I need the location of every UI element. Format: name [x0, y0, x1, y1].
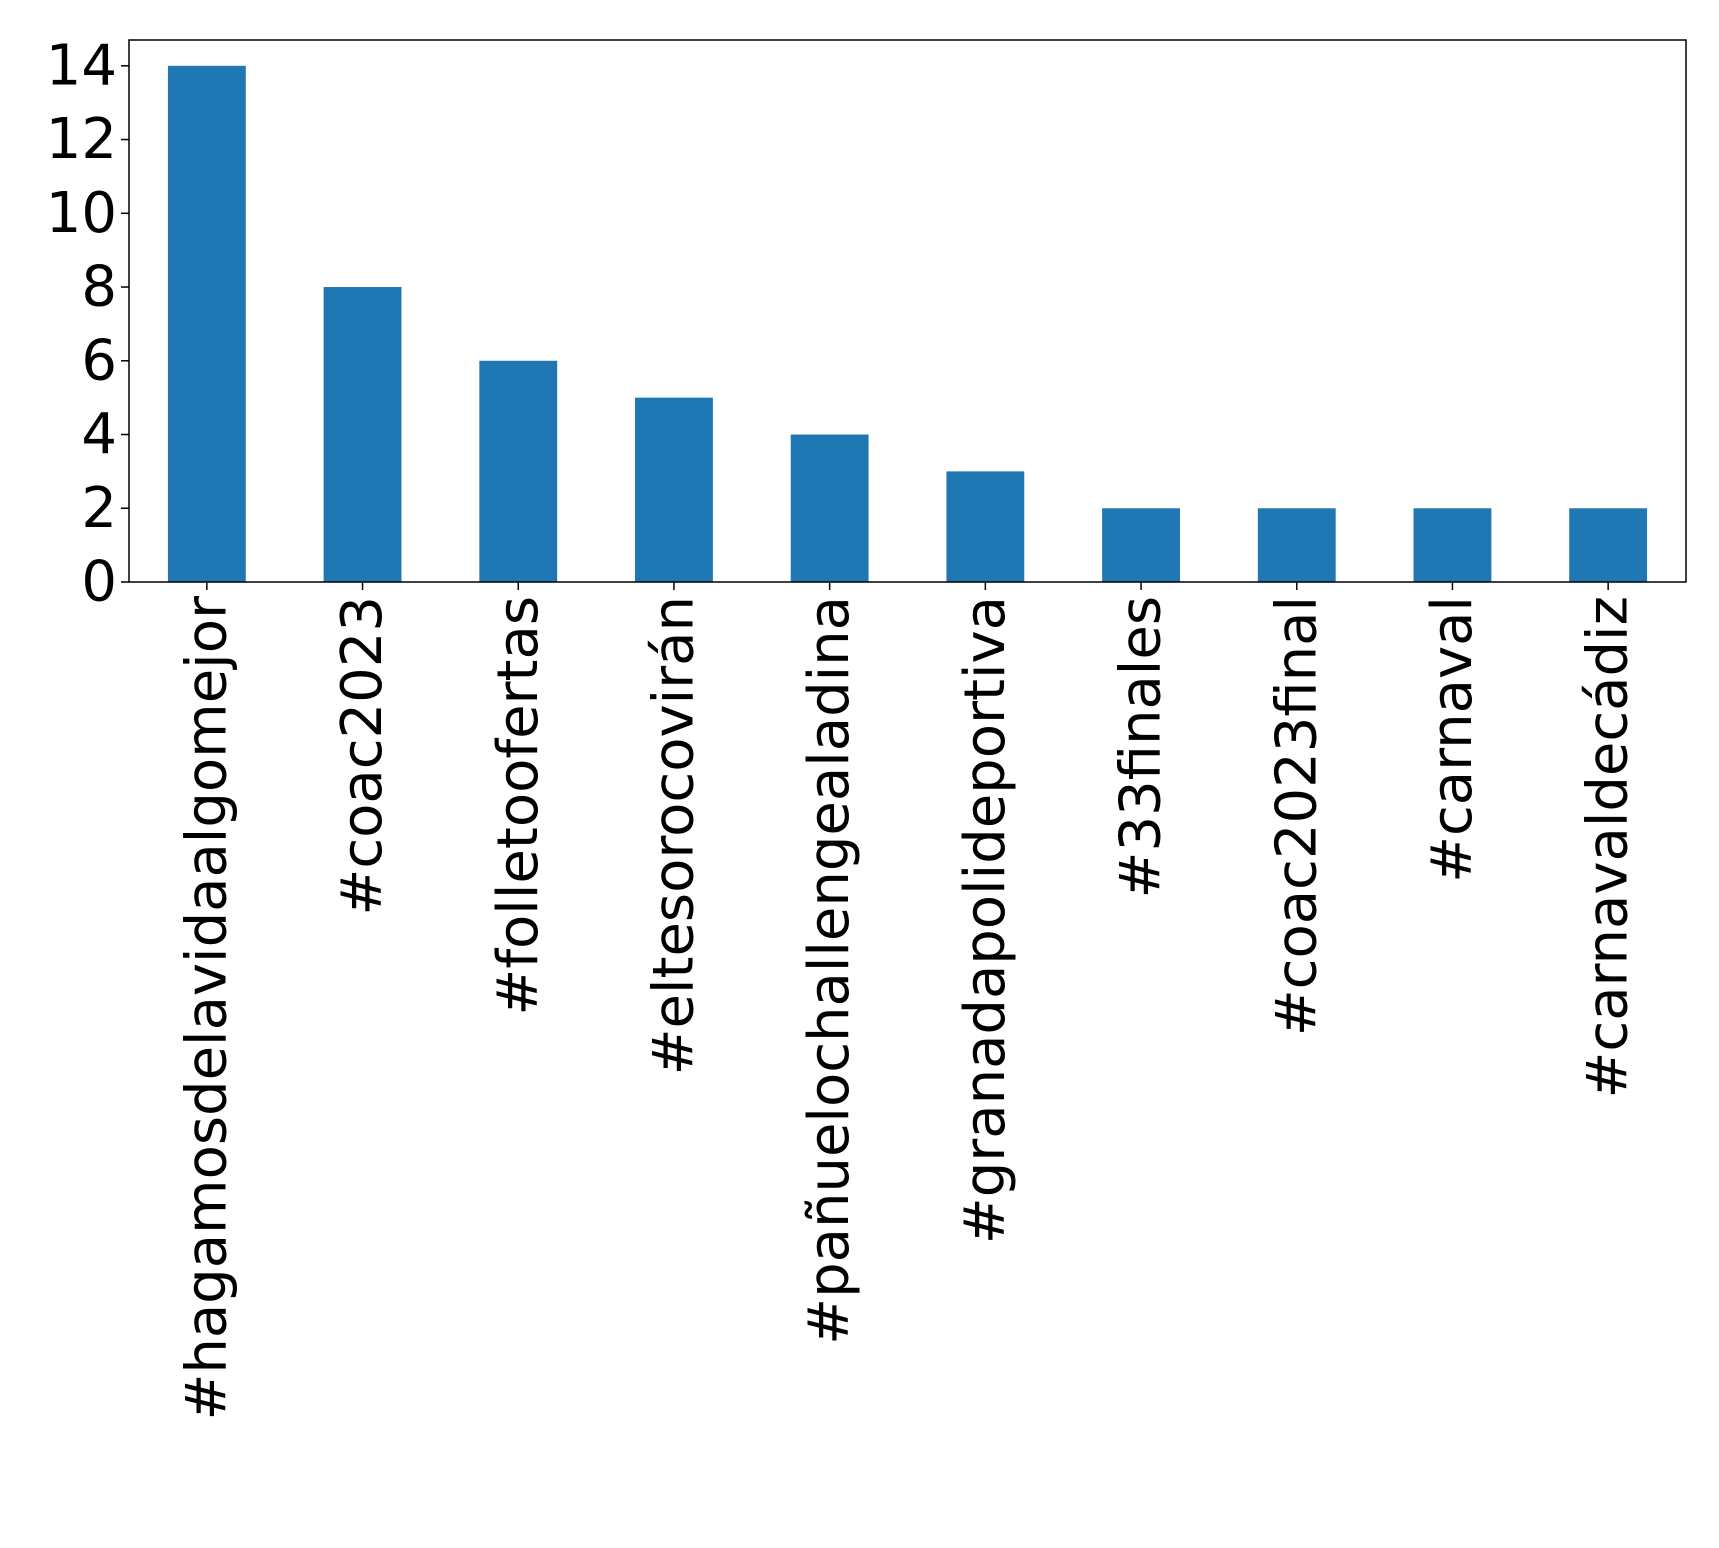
y-tick-label: 12 [46, 107, 117, 172]
x-tick-label: #33finales [1109, 596, 1174, 898]
x-tick-label: #eltesorocovirán [641, 596, 706, 1075]
x-tick-label: #pañuelochallengealadina [797, 596, 862, 1345]
bar-7 [1257, 508, 1336, 582]
y-tick-label: 4 [81, 402, 117, 467]
y-axis: 0 2 4 6 8 10 12 14 [46, 33, 129, 615]
bar-6 [1102, 508, 1180, 582]
bar-0 [167, 65, 246, 583]
bar-2 [479, 360, 558, 582]
x-tick-label: #granadapolideportiva [953, 596, 1018, 1244]
bar-5 [946, 471, 1025, 582]
x-tick-label: #hagamosdelavidaalgomejor [174, 595, 239, 1421]
y-tick-label: 10 [46, 181, 117, 246]
x-tick-label: #coac2023 [330, 596, 395, 916]
x-axis: #hagamosdelavidaalgomejor #coac2023 #folle… [174, 582, 1641, 1421]
bar-8 [1413, 508, 1492, 582]
bar-3 [635, 397, 713, 582]
y-tick-label: 2 [81, 476, 117, 541]
x-tick-label: #carnavaldecádiz [1576, 596, 1641, 1099]
bar-4 [790, 434, 869, 582]
plot-frame [128, 39, 1687, 583]
y-tick-label: 6 [81, 328, 117, 393]
y-tick-label: 14 [46, 33, 117, 98]
bar-9 [1569, 508, 1648, 582]
y-tick-label: 0 [81, 550, 117, 615]
x-tick-label: #folletoofertas [486, 596, 551, 1016]
x-tick-label: #coac2023final [1264, 596, 1329, 1036]
y-tick-label: 8 [81, 255, 117, 320]
x-tick-label: #carnaval [1420, 596, 1485, 883]
bar-1 [323, 287, 402, 582]
bars-group [167, 65, 1648, 583]
